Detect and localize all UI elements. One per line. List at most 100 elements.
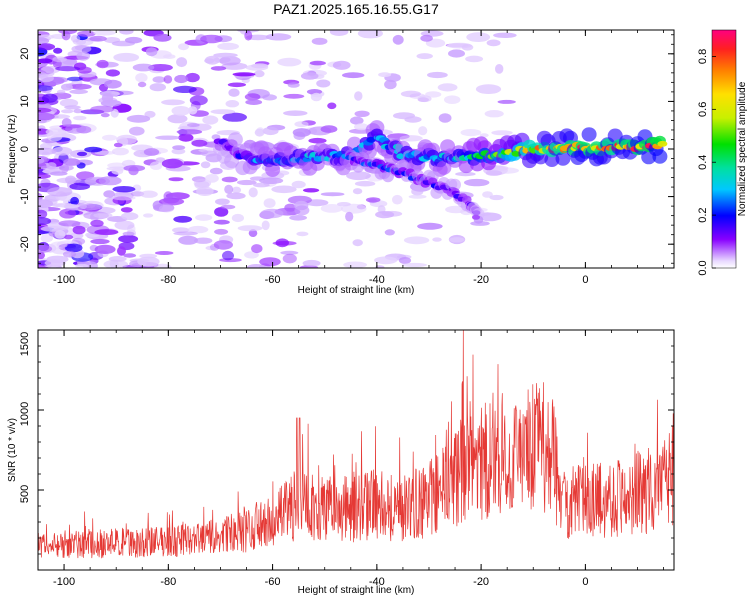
spectrogram-blob xyxy=(209,167,223,175)
spectrogram-blob xyxy=(61,31,71,41)
spectrogram-blob xyxy=(244,251,259,259)
spectrogram-blob xyxy=(210,109,236,115)
spectrogram-blob xyxy=(365,197,381,203)
spectrogram-blob xyxy=(69,89,88,95)
spectrogram-blob xyxy=(187,225,209,234)
spectrogram-blob xyxy=(196,186,214,196)
spectrogram-blob xyxy=(163,191,173,202)
spectrogram-blob xyxy=(63,158,81,166)
spectrogram-blob xyxy=(303,188,320,193)
spectrogram-blob xyxy=(213,240,233,250)
spectrogram-blob xyxy=(173,231,198,236)
spectrogram-blob xyxy=(329,30,349,36)
spectrogram-blob xyxy=(291,180,306,189)
spectrogram-blob xyxy=(227,132,243,147)
y-tick-label: -20 xyxy=(19,236,31,252)
spectrogram-blob xyxy=(400,90,421,98)
spectrogram-blob xyxy=(103,190,115,198)
spectrogram-blob xyxy=(54,230,66,239)
x-tick-label: -40 xyxy=(369,576,385,588)
spectrogram-blob xyxy=(287,82,300,88)
spectrogram-blob xyxy=(53,47,63,54)
spectrogram-blob xyxy=(432,237,442,242)
spectrogram-blob xyxy=(202,115,219,125)
spectrogram-blob xyxy=(58,220,81,227)
spectrogram-blob xyxy=(300,72,319,80)
spectrogram-blob xyxy=(75,263,89,268)
spectrogram-blob xyxy=(246,264,267,268)
x-tick-label: -80 xyxy=(160,576,176,588)
spectrogram-blob xyxy=(153,263,172,268)
spectrogram-blob xyxy=(176,129,203,135)
spectrogram-blob xyxy=(320,204,343,213)
spectrogram-blob xyxy=(256,127,265,135)
spectrogram-blob xyxy=(224,184,234,194)
spectrogram-blob xyxy=(94,244,116,254)
y-tick-label: -10 xyxy=(19,189,31,205)
colorbar-tick-label: 0.2 xyxy=(697,207,709,222)
spectrogram-blob xyxy=(120,207,133,213)
spectrogram-blob xyxy=(163,54,176,59)
spectrogram-blob xyxy=(418,126,428,136)
spectrogram-blob xyxy=(38,147,57,155)
colorbar: 0.0 0.2 0.4 0.6 0.8 Normalized spectral ampl… xyxy=(697,29,748,276)
spectrogram-blob xyxy=(114,220,135,230)
spectrogram-blob xyxy=(94,150,116,155)
spectrogram-blob xyxy=(38,37,50,45)
spectrogram-blob xyxy=(73,108,83,114)
spectrogram-blob xyxy=(112,195,136,201)
spectrogram-blob xyxy=(262,94,277,101)
spectrogram-blob xyxy=(215,198,230,205)
spectrogram-blob xyxy=(38,217,52,226)
spectrogram-blob xyxy=(123,253,137,258)
spectrogram-blob xyxy=(292,128,311,137)
y-tick-label: 20 xyxy=(19,48,31,60)
spectrogram-blob xyxy=(62,250,77,258)
spectrogram-blob xyxy=(316,79,331,88)
spectrogram-blob xyxy=(104,37,121,44)
spectrogram-blob xyxy=(59,98,79,108)
spectrogram-blob xyxy=(337,202,351,207)
spectrogram-blob xyxy=(78,200,104,211)
spectrogram-blob xyxy=(38,85,54,92)
spectrogram-blob xyxy=(55,66,81,72)
spectrogram-blob xyxy=(320,192,345,197)
spectrogram-blob xyxy=(214,207,229,217)
spectrogram-blob xyxy=(354,110,370,118)
spectrogram-blob xyxy=(296,231,309,237)
spectrogram-blob xyxy=(50,114,71,119)
spectrogram-blob xyxy=(65,175,77,185)
spectrogram-blob xyxy=(49,171,68,176)
spectrogram-blob xyxy=(404,116,422,123)
spectrogram-blob xyxy=(228,88,240,97)
spectrogram-blob xyxy=(214,228,229,235)
y-tick-label: 0 xyxy=(19,146,31,152)
spectrogram-blob xyxy=(384,229,395,236)
spectrogram-blob xyxy=(271,185,297,194)
x-tick-label: -40 xyxy=(369,274,385,286)
spectrogram-blob xyxy=(436,160,452,175)
spectrogram-blob xyxy=(283,110,308,116)
spectrogram-blob xyxy=(310,92,322,102)
spectrogram-blob xyxy=(103,259,129,268)
spectrogram-blob xyxy=(302,259,321,267)
spectrogram-blob xyxy=(51,146,73,156)
spectrogram-blob xyxy=(497,99,516,104)
spectrogram-blob xyxy=(100,113,110,118)
y-tick-label: 1500 xyxy=(19,332,31,356)
spectrogram-blob xyxy=(76,151,88,157)
spectrogram-blob xyxy=(77,30,96,37)
spectrogram-blob xyxy=(245,64,269,71)
spectrogram-blob xyxy=(485,170,503,176)
spectrogram-blob xyxy=(149,161,163,170)
figure-title: PAZ1.2025.165.16.55.G17 xyxy=(273,1,439,17)
spectrogram-blob xyxy=(90,219,104,227)
spectrogram-blob xyxy=(352,239,363,247)
spectrogram-blob xyxy=(38,199,54,208)
spectrogram-blob xyxy=(38,107,52,114)
spectrogram-blob xyxy=(140,190,158,198)
spectrogram-blob xyxy=(137,81,147,88)
spectrogram-blob xyxy=(59,208,77,219)
spectrogram-blob xyxy=(231,186,242,194)
